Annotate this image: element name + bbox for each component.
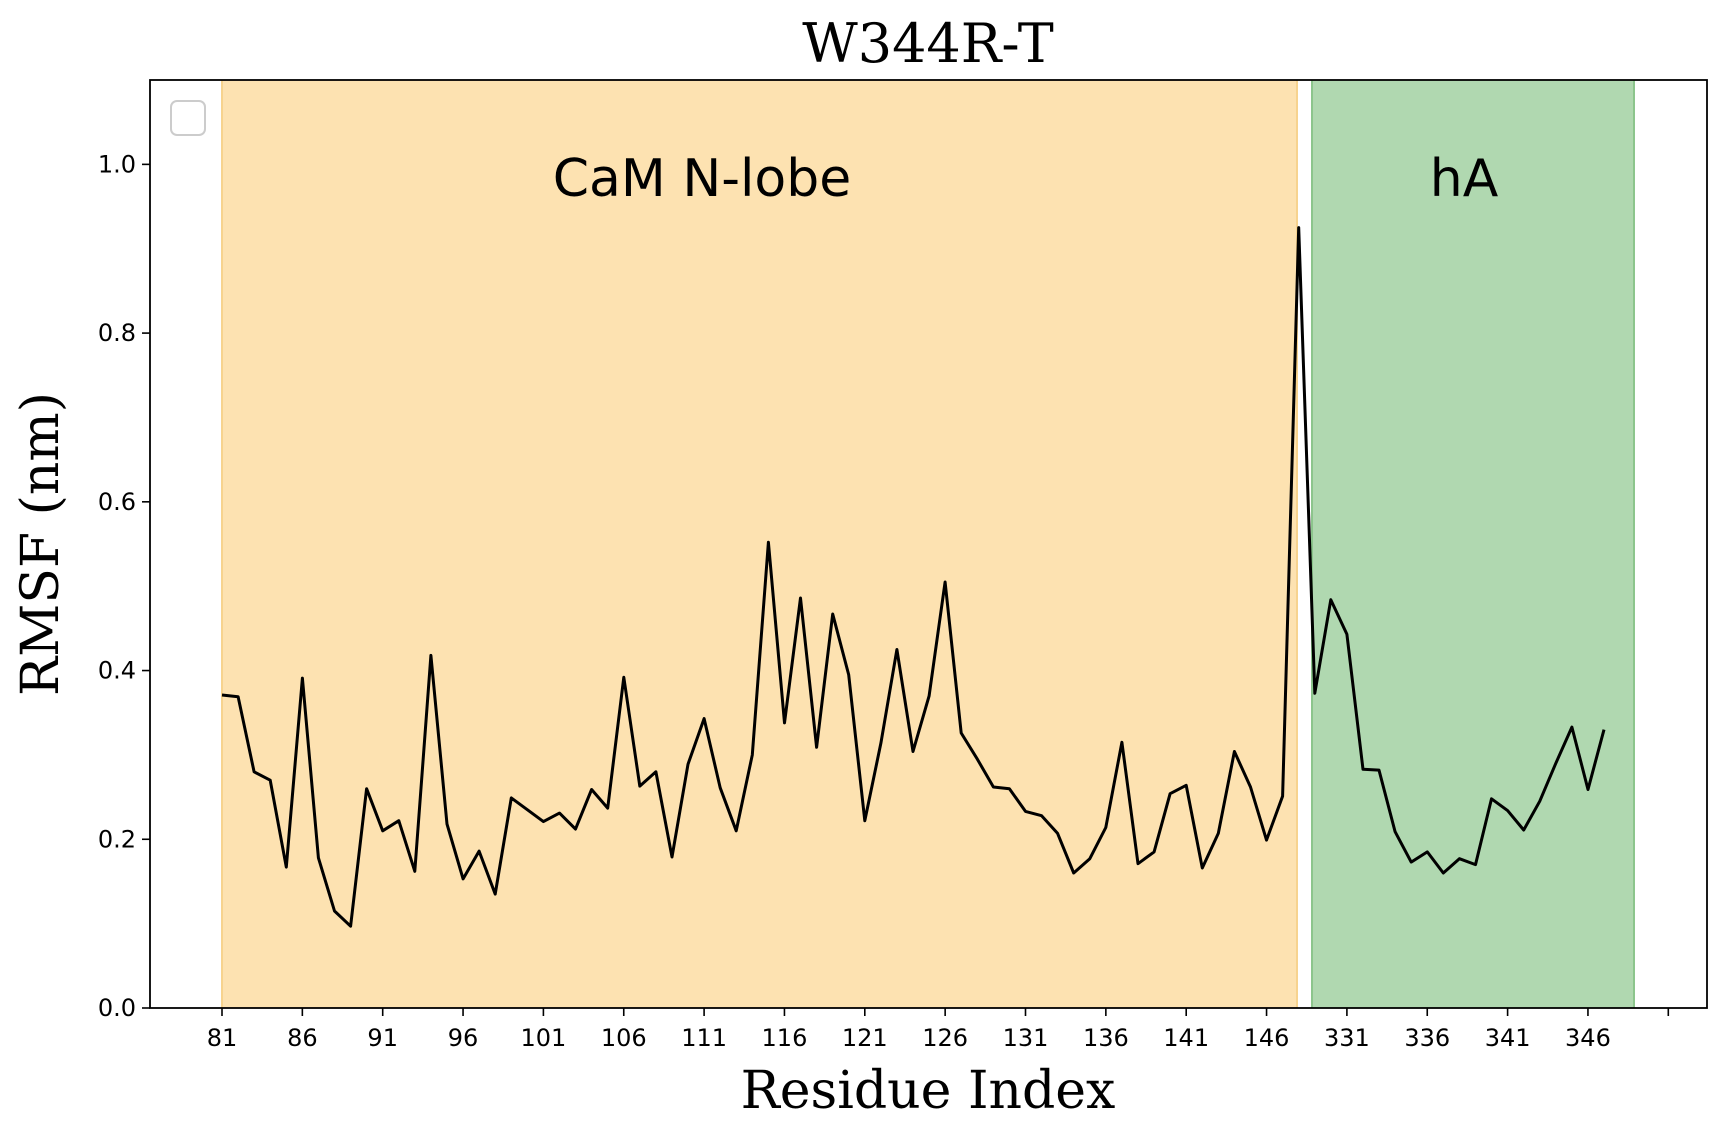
region-label-cam-n-lobe: CaM N-lobe xyxy=(553,149,852,209)
x-tick-label: 116 xyxy=(762,1024,808,1052)
y-tick-label: 0.6 xyxy=(98,488,136,516)
y-tick-label: 0.0 xyxy=(98,994,136,1022)
x-tick-label: 341 xyxy=(1485,1024,1531,1052)
x-tick-label: 101 xyxy=(520,1024,566,1052)
x-tick-label: 86 xyxy=(287,1024,318,1052)
y-axis: 0.0 0.2 0.4 0.6 0.8 1.0 xyxy=(98,150,150,1022)
x-tick-label: 81 xyxy=(207,1024,238,1052)
x-tick-label: 331 xyxy=(1324,1024,1370,1052)
x-tick-label: 111 xyxy=(681,1024,727,1052)
x-tick-label: 346 xyxy=(1565,1024,1611,1052)
series-layer xyxy=(221,226,1606,928)
x-axis: 81 86 91 96 101 106 111 116 121 126 131 136 141 146 33… xyxy=(207,1008,1670,1052)
x-tick-label: 336 xyxy=(1404,1024,1450,1052)
y-tick-label: 0.8 xyxy=(98,319,136,347)
x-tick-label: 136 xyxy=(1083,1024,1129,1052)
rmsf-series-line xyxy=(221,226,1606,928)
y-tick-label: 0.2 xyxy=(98,825,136,853)
y-tick-label: 0.4 xyxy=(98,657,136,685)
region-label-ha: hA xyxy=(1430,149,1499,209)
x-tick-label: 126 xyxy=(922,1024,968,1052)
region-band-cam-n-lobe xyxy=(222,80,1297,1008)
x-tick-label: 121 xyxy=(842,1024,888,1052)
shaded-regions xyxy=(221,80,1635,1008)
region-band-ha xyxy=(1312,80,1634,1008)
y-axis-label: RMSF (nm) xyxy=(11,392,71,696)
legend-box xyxy=(170,100,206,136)
region-labels: CaM N-lobe hA xyxy=(553,149,1499,209)
x-tick-label: 141 xyxy=(1163,1024,1209,1052)
x-tick-label: 131 xyxy=(1003,1024,1049,1052)
x-tick-label: 91 xyxy=(367,1024,398,1052)
x-tick-label: 96 xyxy=(448,1024,479,1052)
chart-title: W344R-T xyxy=(802,12,1054,75)
x-tick-label: 146 xyxy=(1244,1024,1290,1052)
y-tick-label: 1.0 xyxy=(98,150,136,178)
x-axis-label: Residue Index xyxy=(741,1061,1116,1121)
plot-frame xyxy=(149,79,1708,1009)
x-tick-label: 106 xyxy=(601,1024,647,1052)
